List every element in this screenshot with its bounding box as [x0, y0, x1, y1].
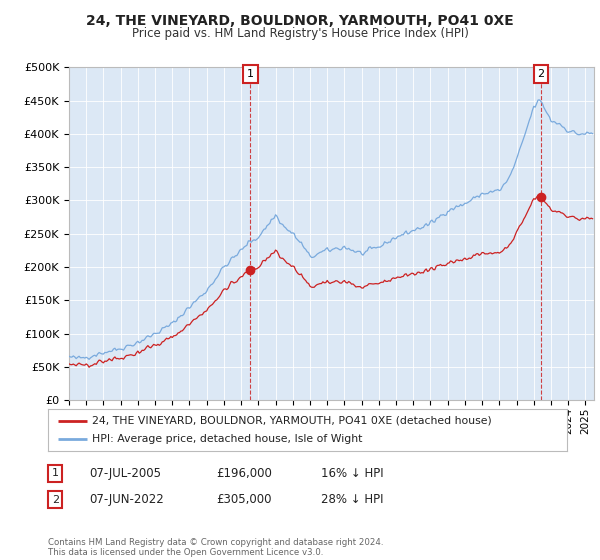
Text: HPI: Average price, detached house, Isle of Wight: HPI: Average price, detached house, Isle… [92, 435, 362, 445]
Text: 07-JUN-2022: 07-JUN-2022 [89, 493, 164, 506]
Text: 2: 2 [538, 69, 545, 79]
Text: 07-JUL-2005: 07-JUL-2005 [89, 466, 161, 480]
Text: 2: 2 [52, 494, 59, 505]
Text: 16% ↓ HPI: 16% ↓ HPI [321, 466, 383, 480]
Text: £305,000: £305,000 [216, 493, 271, 506]
Text: Contains HM Land Registry data © Crown copyright and database right 2024.
This d: Contains HM Land Registry data © Crown c… [48, 538, 383, 557]
Text: 24, THE VINEYARD, BOULDNOR, YARMOUTH, PO41 0XE: 24, THE VINEYARD, BOULDNOR, YARMOUTH, PO… [86, 14, 514, 28]
Text: 1: 1 [247, 69, 254, 79]
Text: Price paid vs. HM Land Registry's House Price Index (HPI): Price paid vs. HM Land Registry's House … [131, 27, 469, 40]
Text: £196,000: £196,000 [216, 466, 272, 480]
Text: 28% ↓ HPI: 28% ↓ HPI [321, 493, 383, 506]
Text: 1: 1 [52, 468, 59, 478]
Text: 24, THE VINEYARD, BOULDNOR, YARMOUTH, PO41 0XE (detached house): 24, THE VINEYARD, BOULDNOR, YARMOUTH, PO… [92, 416, 492, 426]
